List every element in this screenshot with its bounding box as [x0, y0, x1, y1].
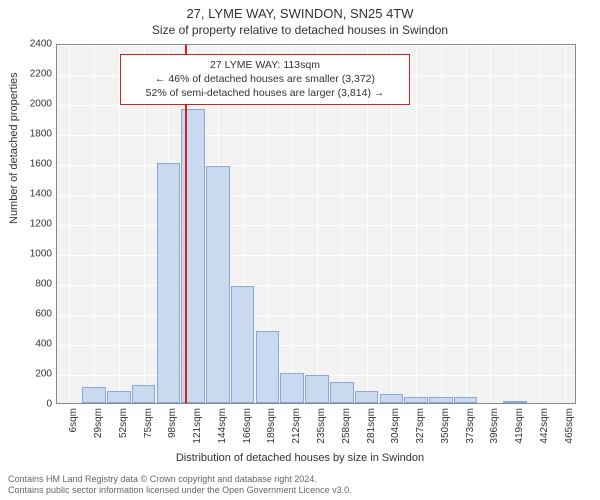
grid-line-h [57, 135, 575, 136]
histogram-bar [330, 382, 354, 403]
histogram-bar [256, 331, 280, 403]
grid-line-h [57, 345, 575, 346]
x-tick-label: 258sqm [341, 408, 352, 448]
y-tick-label: 0 [12, 399, 52, 410]
histogram-bar [404, 397, 428, 403]
histogram-bar [107, 391, 131, 403]
x-tick-label: 396sqm [489, 408, 500, 448]
grid-line-h [57, 255, 575, 256]
y-tick-label: 600 [12, 309, 52, 320]
histogram-bar [206, 166, 230, 403]
x-tick-label: 281sqm [366, 408, 377, 448]
grid-line-h [57, 45, 575, 46]
x-tick-label: 304sqm [390, 408, 401, 448]
x-tick-label: 465sqm [564, 408, 575, 448]
grid-line-h [57, 105, 575, 106]
x-tick-label: 98sqm [167, 408, 178, 448]
histogram-bar [454, 397, 478, 403]
histogram-bar [132, 385, 156, 403]
x-tick-label: 6sqm [68, 408, 79, 448]
x-tick-label: 442sqm [539, 408, 550, 448]
histogram-bar [157, 163, 181, 403]
grid-line-h [57, 405, 575, 406]
histogram-bar [380, 394, 404, 403]
y-tick-label: 2000 [12, 99, 52, 110]
grid-line-v [466, 45, 467, 403]
x-tick-label: 212sqm [291, 408, 302, 448]
x-tick-label: 419sqm [514, 408, 525, 448]
grid-line-v [441, 45, 442, 403]
x-tick-label: 121sqm [192, 408, 203, 448]
x-tick-label: 29sqm [93, 408, 104, 448]
grid-line-v [490, 45, 491, 403]
histogram-bar [280, 373, 304, 403]
x-tick-label: 235sqm [316, 408, 327, 448]
x-tick-label: 75sqm [143, 408, 154, 448]
histogram-bar [82, 387, 106, 404]
grid-line-v [565, 45, 566, 403]
histogram-bar [503, 401, 527, 403]
x-tick-label: 327sqm [415, 408, 426, 448]
copyright-line-1: Contains HM Land Registry data © Crown c… [8, 474, 592, 485]
copyright-notice: Contains HM Land Registry data © Crown c… [8, 474, 592, 496]
grid-line-h [57, 285, 575, 286]
histogram-bar [305, 375, 329, 404]
chart-subtitle: Size of property relative to detached ho… [0, 21, 600, 37]
y-tick-label: 800 [12, 279, 52, 290]
y-tick-label: 200 [12, 369, 52, 380]
grid-line-h [57, 165, 575, 166]
y-tick-label: 1000 [12, 249, 52, 260]
y-tick-label: 2200 [12, 69, 52, 80]
y-tick-label: 1400 [12, 189, 52, 200]
grid-line-h [57, 195, 575, 196]
reference-annotation: 27 LYME WAY: 113sqm ← 46% of detached ho… [120, 54, 410, 105]
annotation-line-1: 27 LYME WAY: 113sqm [127, 58, 403, 72]
x-tick-label: 373sqm [465, 408, 476, 448]
copyright-line-2: Contains public sector information licen… [8, 485, 592, 496]
y-tick-label: 1600 [12, 159, 52, 170]
y-tick-label: 400 [12, 339, 52, 350]
histogram-bar [231, 286, 255, 403]
grid-line-v [416, 45, 417, 403]
grid-line-h [57, 225, 575, 226]
x-tick-label: 189sqm [266, 408, 277, 448]
grid-line-v [69, 45, 70, 403]
grid-line-h [57, 315, 575, 316]
annotation-line-2: ← 46% of detached houses are smaller (3,… [127, 72, 403, 86]
histogram-bar [429, 397, 453, 403]
x-tick-label: 144sqm [217, 408, 228, 448]
grid-line-v [540, 45, 541, 403]
y-tick-label: 2400 [12, 39, 52, 50]
x-tick-label: 166sqm [242, 408, 253, 448]
histogram-bar [355, 391, 379, 403]
page-title: 27, LYME WAY, SWINDON, SN25 4TW [0, 0, 600, 21]
x-tick-label: 350sqm [440, 408, 451, 448]
x-tick-label: 52sqm [118, 408, 129, 448]
grid-line-v [515, 45, 516, 403]
y-axis-label: Number of detached properties [8, 72, 20, 224]
x-axis-label: Distribution of detached houses by size … [0, 452, 600, 464]
annotation-line-3: 52% of semi-detached houses are larger (… [127, 86, 403, 100]
grid-line-v [94, 45, 95, 403]
y-tick-label: 1800 [12, 129, 52, 140]
y-tick-label: 1200 [12, 219, 52, 230]
